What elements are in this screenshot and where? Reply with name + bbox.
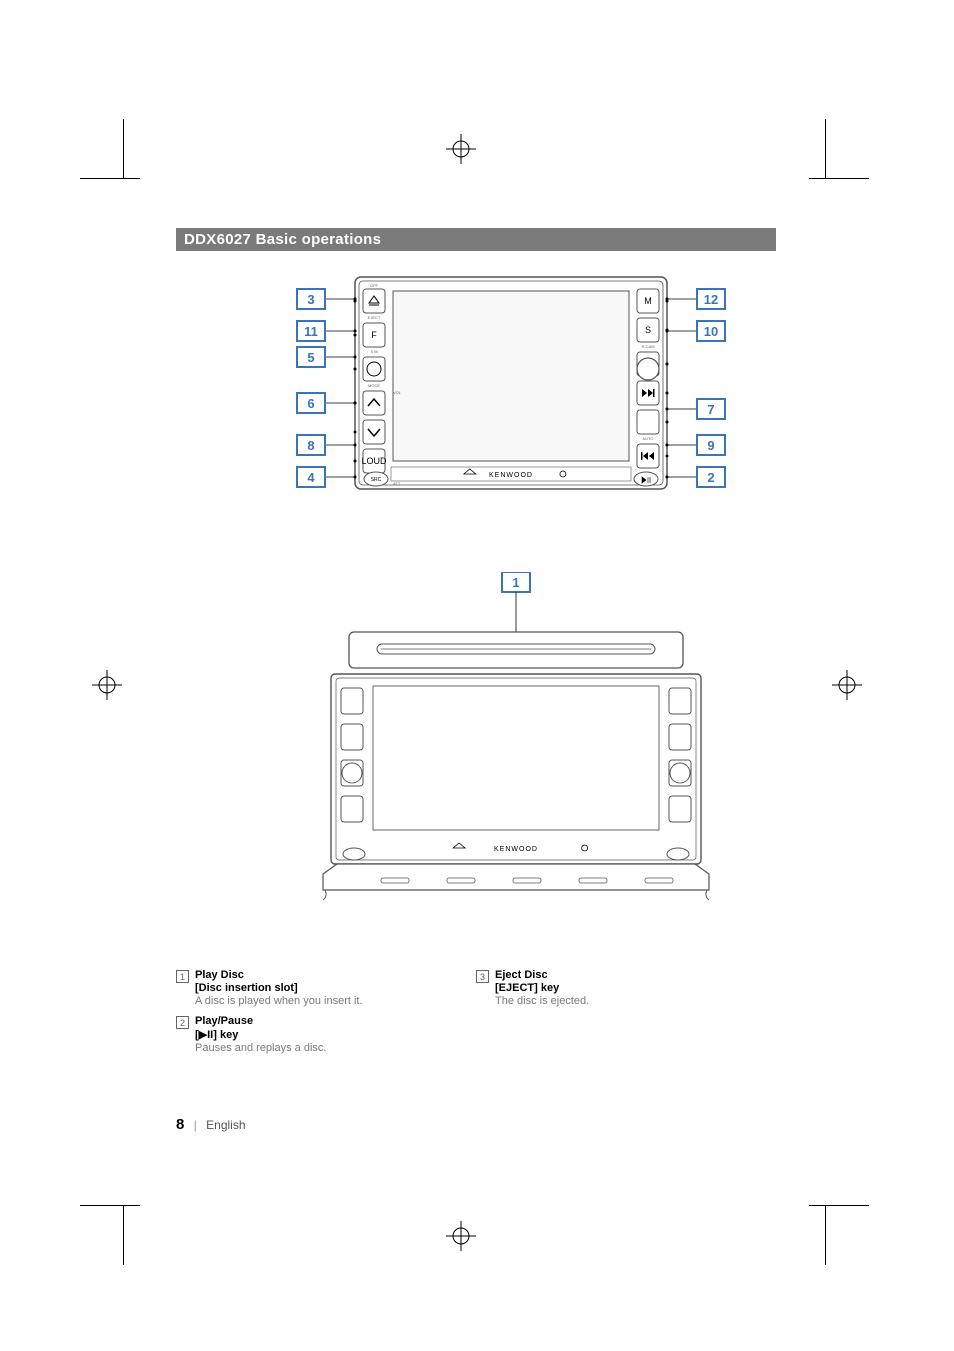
svg-text:M: M bbox=[644, 296, 652, 306]
svg-text:9: 9 bbox=[707, 438, 714, 453]
svg-text:11: 11 bbox=[304, 324, 318, 339]
crop-mark bbox=[825, 119, 826, 179]
svg-text:F: F bbox=[371, 330, 377, 340]
svg-text:10: 10 bbox=[704, 324, 718, 339]
list-item: 3 Eject Disc [EJECT] key The disc is eje… bbox=[476, 969, 776, 1007]
svg-text:VOL: VOL bbox=[393, 390, 402, 395]
operations-list: 1 Play Disc [Disc insertion slot] A disc… bbox=[176, 969, 776, 1062]
registration-mark bbox=[832, 670, 862, 700]
crop-mark bbox=[809, 178, 869, 179]
svg-text:R-CAM: R-CAM bbox=[641, 344, 654, 349]
crop-mark bbox=[809, 1205, 869, 1206]
list-num: 3 bbox=[476, 970, 489, 983]
svg-text:5: 5 bbox=[307, 350, 314, 365]
svg-text:SRC: SRC bbox=[371, 477, 382, 483]
page-number: 8 bbox=[176, 1116, 184, 1133]
svg-text:3: 3 bbox=[307, 292, 314, 307]
svg-text:MODE: MODE bbox=[368, 383, 380, 388]
crop-mark bbox=[80, 1205, 140, 1206]
page-content: DDX6027 Basic operations EJECT OFF F S M MOD… bbox=[176, 228, 776, 1133]
footer-lang: English bbox=[206, 1118, 245, 1132]
op-desc: The disc is ejected. bbox=[495, 995, 776, 1007]
svg-text:2: 2 bbox=[707, 470, 714, 485]
op-key: [EJECT] key bbox=[495, 982, 776, 994]
operations-col-left: 1 Play Disc [Disc insertion slot] A disc… bbox=[176, 969, 476, 1062]
crop-mark bbox=[80, 178, 140, 179]
svg-text:KENWOOD: KENWOOD bbox=[494, 846, 538, 853]
section-title: DDX6027 Basic operations bbox=[176, 228, 776, 251]
registration-mark bbox=[446, 134, 476, 164]
op-key: [Disc insertion slot] bbox=[195, 982, 476, 994]
svg-text:S M: S M bbox=[370, 349, 377, 354]
svg-text:1: 1 bbox=[512, 575, 519, 590]
op-title: Play/Pause bbox=[195, 1015, 476, 1027]
list-item: 1 Play Disc [Disc insertion slot] A disc… bbox=[176, 969, 476, 1007]
list-num: 1 bbox=[176, 970, 189, 983]
op-desc: A disc is played when you insert it. bbox=[195, 995, 476, 1007]
svg-text:S: S bbox=[645, 325, 651, 335]
device-front-figure: EJECT OFF F S M MODE LOUD M S R-CAM AUTO KENWOOD SR… bbox=[295, 269, 727, 502]
svg-text:ATT: ATT bbox=[393, 481, 401, 486]
op-desc: Pauses and replays a disc. bbox=[195, 1042, 476, 1054]
svg-text:EJECT: EJECT bbox=[368, 315, 381, 320]
svg-text:OFF: OFF bbox=[370, 283, 379, 288]
op-title: Play Disc bbox=[195, 969, 476, 981]
svg-text:4: 4 bbox=[307, 470, 315, 485]
registration-mark bbox=[446, 1221, 476, 1251]
svg-text:12: 12 bbox=[704, 292, 718, 307]
svg-text:8: 8 bbox=[307, 438, 314, 453]
svg-text:KENWOOD: KENWOOD bbox=[489, 472, 533, 479]
device-open-figure: 1 KENWOOD bbox=[301, 572, 731, 907]
crop-mark bbox=[825, 1205, 826, 1265]
list-item: 2 Play/Pause [▶II] key Pauses and replay… bbox=[176, 1015, 476, 1054]
svg-text:6: 6 bbox=[307, 396, 314, 411]
svg-text:AUTO: AUTO bbox=[642, 436, 653, 441]
op-title: Eject Disc bbox=[495, 969, 776, 981]
registration-mark bbox=[92, 670, 122, 700]
crop-mark bbox=[123, 119, 124, 179]
footer-sep: | bbox=[194, 1118, 197, 1132]
op-key: [▶II] key bbox=[195, 1028, 476, 1041]
page-footer: 8 | English bbox=[176, 1116, 776, 1133]
svg-text:7: 7 bbox=[707, 402, 714, 417]
crop-mark bbox=[123, 1205, 124, 1265]
list-num: 2 bbox=[176, 1016, 189, 1029]
svg-text:LOUD: LOUD bbox=[361, 456, 387, 466]
operations-col-right: 3 Eject Disc [EJECT] key The disc is eje… bbox=[476, 969, 776, 1062]
